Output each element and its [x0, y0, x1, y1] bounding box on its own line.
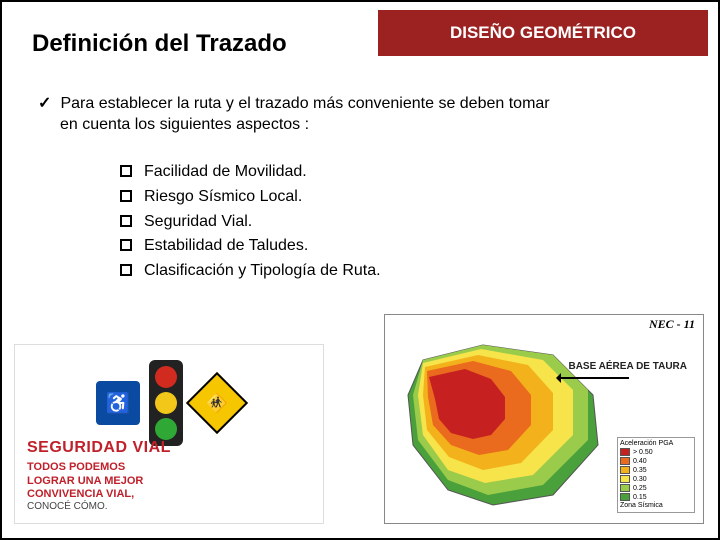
intro-line1: Para establecer la ruta y el trazado más… [60, 95, 549, 112]
seguridad-line: CONOCÉ CÓMO. [27, 501, 207, 513]
check-icon: ✓ [38, 94, 56, 115]
list-item: Clasificación y Tipología de Ruta. [120, 259, 381, 284]
list-item: Riesgo Sísmico Local. [120, 185, 381, 210]
seguridad-vial-graphic: ♿ 🚸 SEGURIDAD VIAL TODOS PODEMOS LOGRAR … [14, 344, 324, 524]
legend-label: 0.40 [633, 458, 647, 465]
legend-item: 0.35 [620, 466, 692, 474]
legend-swatch [620, 466, 630, 474]
pedestrian-icon: 🚸 [206, 392, 228, 413]
legend-title: Aceleración PGA [620, 440, 692, 447]
list-item: Seguridad Vial. [120, 210, 381, 235]
wheelchair-sign-icon: ♿ [96, 381, 140, 425]
header-title: DISEÑO GEOMÉTRICO [450, 23, 636, 43]
aspect-list: Facilidad de Movilidad. Riesgo Sísmico L… [120, 160, 381, 284]
legend-item: 0.15 [620, 493, 692, 501]
green-light [155, 418, 177, 440]
legend-swatch [620, 457, 630, 465]
legend-swatch [620, 475, 630, 483]
legend-label: 0.25 [633, 485, 647, 492]
seguridad-line: TODOS PODEMOS [27, 461, 207, 474]
square-bullet-icon [120, 239, 132, 251]
legend-label: 0.30 [633, 476, 647, 483]
seguridad-text: SEGURIDAD VIAL TODOS PODEMOS LOGRAR UNA … [27, 438, 207, 513]
item-label: Estabilidad de Taludes. [144, 234, 308, 259]
traffic-light-icon [149, 360, 183, 446]
pedestrian-sign-icon: 🚸 [186, 372, 248, 434]
legend-footer: Zona Sísmica [620, 502, 692, 509]
legend-swatch [620, 484, 630, 492]
header-banner: DISEÑO GEOMÉTRICO [378, 10, 708, 56]
seismic-map-graphic: NEC - 11 BASE AÉREA DE TAURA Aceleración… [384, 314, 704, 524]
square-bullet-icon [120, 165, 132, 177]
square-bullet-icon [120, 190, 132, 202]
square-bullet-icon [120, 215, 132, 227]
seguridad-line: LOGRAR UNA MEJOR [27, 475, 207, 488]
legend-swatch [620, 493, 630, 501]
map-legend: Aceleración PGA > 0.50 0.40 0.35 0.30 0.… [617, 437, 695, 513]
item-label: Facilidad de Movilidad. [144, 160, 307, 185]
intro-paragraph: ✓ Para establecer la ruta y el trazado m… [38, 94, 688, 136]
seguridad-line: CONVIVENCIA VIAL, [27, 488, 207, 501]
wheelchair-icon: ♿ [106, 391, 131, 416]
legend-label: 0.15 [633, 494, 647, 501]
legend-label: > 0.50 [633, 449, 653, 456]
legend-label: 0.35 [633, 467, 647, 474]
legend-item: 0.40 [620, 457, 692, 465]
intro-line2: en cuenta los siguientes aspectos : [38, 115, 688, 136]
list-item: Estabilidad de Taludes. [120, 234, 381, 259]
item-label: Clasificación y Tipología de Ruta. [144, 259, 381, 284]
legend-item: 0.30 [620, 475, 692, 483]
arrow-icon [559, 377, 629, 379]
page-title: Definición del Trazado [32, 30, 287, 58]
item-label: Riesgo Sísmico Local. [144, 185, 302, 210]
legend-item: 0.25 [620, 484, 692, 492]
legend-swatch [620, 448, 630, 456]
legend-item: > 0.50 [620, 448, 692, 456]
seguridad-title: SEGURIDAD VIAL [27, 438, 207, 457]
item-label: Seguridad Vial. [144, 210, 252, 235]
red-light [155, 366, 177, 388]
map-caption: NEC - 11 [649, 317, 695, 332]
list-item: Facilidad de Movilidad. [120, 160, 381, 185]
yellow-light [155, 392, 177, 414]
square-bullet-icon [120, 264, 132, 276]
base-label: BASE AÉREA DE TAURA [568, 361, 687, 372]
